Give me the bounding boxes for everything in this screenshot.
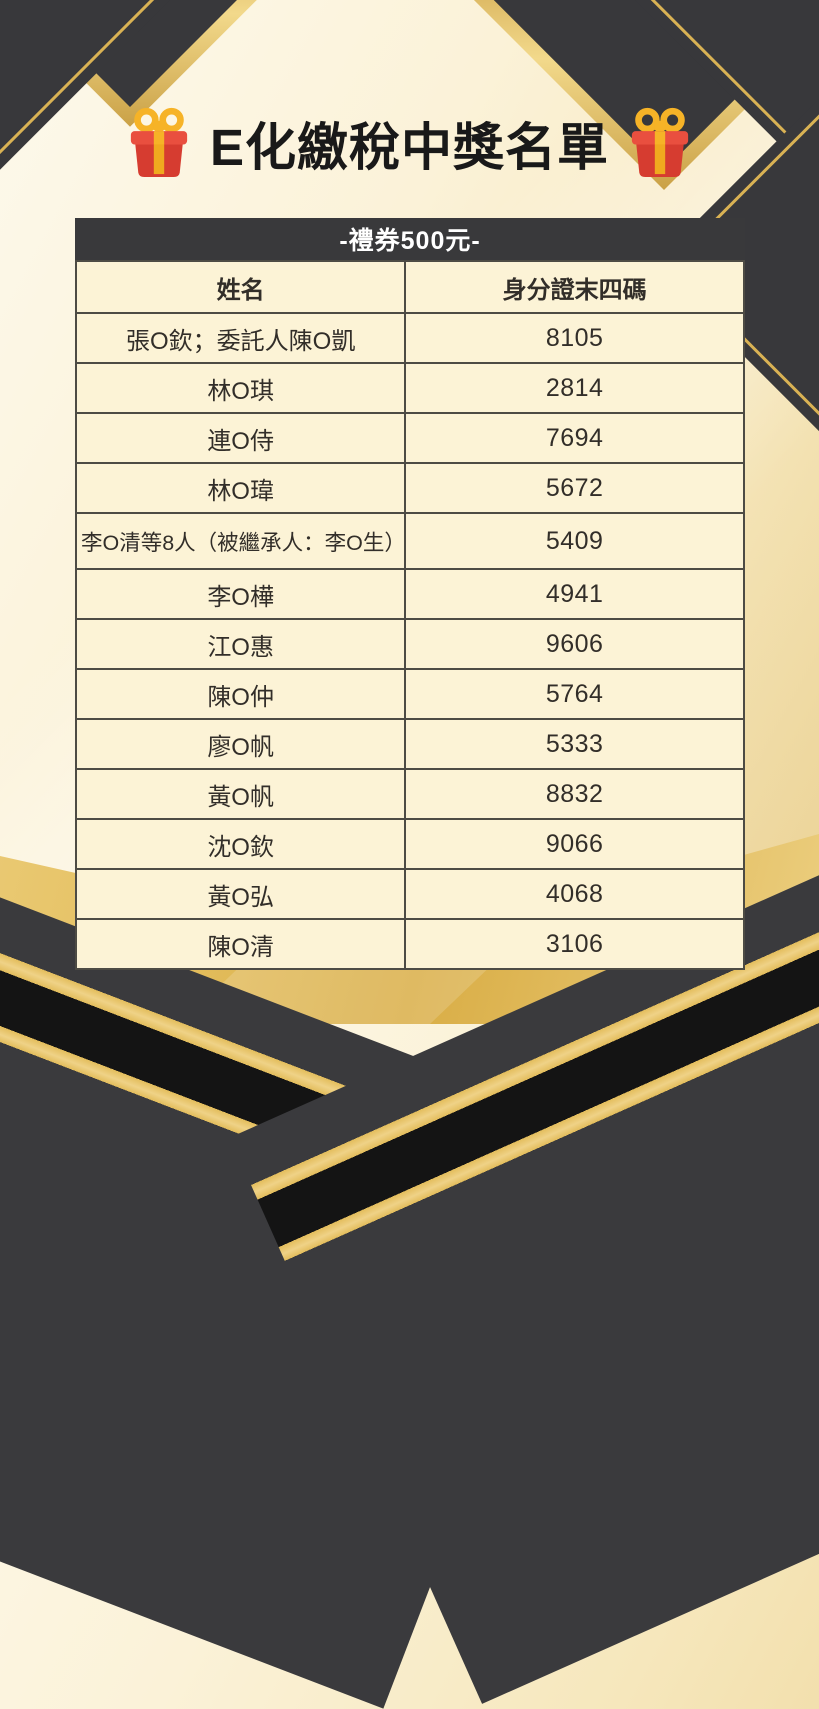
column-header-name: 姓名 — [74, 260, 407, 314]
winner-name-cell: 沈O欽 — [74, 818, 407, 870]
table-row: 林O瑋 5672 — [74, 462, 745, 514]
column-header-id-last4: 身分證末四碼 — [404, 260, 745, 314]
table-row: 張O欽；委託人陳O凱 8105 — [74, 312, 745, 364]
table-row: 李O樺 4941 — [74, 568, 745, 620]
id-last4-cell: 4941 — [404, 568, 745, 620]
table-row: 連O侍 7694 — [74, 412, 745, 464]
id-last4-cell: 5409 — [404, 512, 745, 570]
table-row: 李O清等8人（被繼承人：李O生） 5409 — [74, 512, 745, 570]
winners-table: 姓名 身分證末四碼 張O欽；委託人陳O凱 8105 林O琪 2814 連O侍 7694… — [74, 260, 745, 970]
table-row: 陳O仲 5764 — [74, 668, 745, 720]
page-title: E化繳稅中獎名單 — [209, 119, 610, 176]
winner-name-cell: 李O清等8人（被繼承人：李O生） — [74, 512, 407, 570]
id-last4-cell: 5333 — [404, 718, 745, 770]
table-row: 黃O帆 8832 — [74, 768, 745, 820]
id-last4-cell: 4068 — [404, 868, 745, 920]
table-row: 廖O帆 5333 — [74, 718, 745, 770]
id-last4-cell: 2814 — [404, 362, 745, 414]
table-header-row: 姓名 身分證末四碼 — [74, 260, 745, 314]
winner-name-cell: 廖O帆 — [74, 718, 407, 770]
winner-name-cell: 江O惠 — [74, 618, 407, 670]
table-row: 陳O清 3106 — [74, 918, 745, 970]
gift-icon — [130, 107, 188, 178]
id-last4-cell: 8105 — [404, 312, 745, 364]
id-last4-cell: 7694 — [404, 412, 745, 464]
id-last4-cell: 9606 — [404, 618, 745, 670]
table-row: 林O琪 2814 — [74, 362, 745, 414]
winner-name-cell: 李O樺 — [74, 568, 407, 620]
prize-band: -禮券500元- — [75, 218, 745, 260]
winner-name-cell: 陳O清 — [74, 918, 407, 970]
winner-name-cell: 黃O弘 — [74, 868, 407, 920]
id-last4-cell: 9066 — [404, 818, 745, 870]
gift-icon — [631, 107, 689, 178]
id-last4-cell: 3106 — [404, 918, 745, 970]
title-row: E化繳稅中獎名單 — [0, 106, 819, 180]
winner-name-cell: 張O欽；委託人陳O凱 — [74, 312, 407, 364]
table-row: 江O惠 9606 — [74, 618, 745, 670]
id-last4-cell: 5764 — [404, 668, 745, 720]
winner-name-cell: 連O侍 — [74, 412, 407, 464]
table-row: 黃O弘 4068 — [74, 868, 745, 920]
winner-name-cell: 陳O仲 — [74, 668, 407, 720]
table-row: 沈O欽 9066 — [74, 818, 745, 870]
winner-name-cell: 林O琪 — [74, 362, 407, 414]
winner-name-cell: 黃O帆 — [74, 768, 407, 820]
id-last4-cell: 8832 — [404, 768, 745, 820]
winners-table-section: -禮券500元- 姓名 身分證末四碼 張O欽；委託人陳O凱 8105 林O琪 281… — [74, 218, 745, 970]
id-last4-cell: 5672 — [404, 462, 745, 514]
winner-name-cell: 林O瑋 — [74, 462, 407, 514]
